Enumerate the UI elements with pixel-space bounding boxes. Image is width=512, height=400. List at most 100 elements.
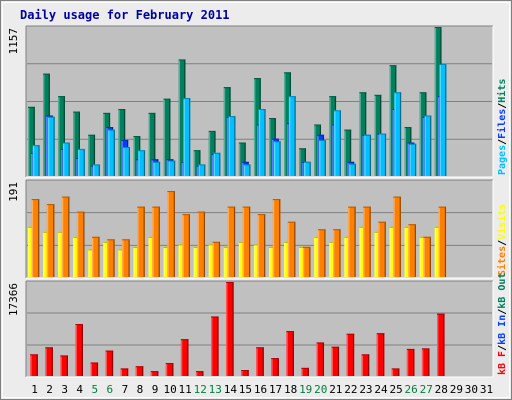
hits-bar-pages-shadow (384, 133, 387, 176)
hits-bar-hits-highlight (223, 87, 226, 176)
kbytes-bar-kb-f-highlight (120, 368, 123, 376)
legend-item-visits: Visits (496, 204, 508, 240)
kbytes-bar-kb-f-highlight (165, 363, 168, 376)
kbytes-bar-kb-f-top-edge (30, 354, 38, 356)
hits-bar-pages-fill (243, 164, 251, 176)
hits-bar-pages-fill (198, 164, 206, 176)
kbytes-bar-kb-f (437, 313, 445, 376)
hits-bar-hits-highlight (419, 92, 422, 176)
visits-bar-sites-fill (46, 204, 55, 277)
hits-bar-pages-highlight (213, 152, 215, 176)
kbytes-bar-kb-f-shadow (172, 363, 174, 376)
kbytes-bar-kb-f-fill (361, 354, 370, 376)
kbytes-bar-kb-f-shadow (157, 371, 159, 376)
hits-bar-pages (273, 141, 281, 176)
hits-bar-pages-shadow (399, 92, 402, 176)
visits-bar-sites-shadow (53, 204, 55, 277)
hits-bar-pages-shadow (264, 109, 266, 176)
visits-bar-sites-top-edge (378, 221, 386, 223)
hits-bar-pages-top-edge (258, 109, 266, 111)
hits-bar-files-highlight (196, 165, 199, 176)
hits-bar-pages-fill (168, 160, 176, 176)
hits-bar-files-top-edge (241, 161, 249, 163)
hits-bar-hits (359, 92, 367, 176)
visits-bar-sites (378, 221, 386, 277)
kbytes-bar-kb-f-fill (241, 370, 249, 376)
kbytes-bar-kb-f (241, 370, 249, 376)
kbytes-bar-kb-f-highlight (391, 368, 394, 376)
kbytes-legend: kB F/kB In/kB Out (497, 273, 508, 375)
visits-bar-sites-highlight (107, 239, 109, 277)
visits-bar-sites-fill (76, 211, 85, 277)
hits-bar-pages-shadow (249, 164, 251, 176)
hits-bar-pages-fill (47, 116, 55, 176)
visits-bar-visits-highlight (344, 236, 346, 277)
visits-bar-sites (408, 224, 416, 277)
hits-bar-hits-highlight (193, 150, 196, 176)
kbytes-bar-kb-f-fill (45, 347, 53, 376)
kbytes-bar-kb-f-shadow (337, 346, 340, 376)
visits-bar-sites-shadow (98, 236, 100, 277)
hits-bar-pages-top-edge (47, 116, 55, 118)
visits-bar-sites-top-edge (137, 206, 145, 208)
kbytes-bar-kb-f-top-edge (331, 346, 340, 348)
visits-bar-visits-highlight (193, 246, 196, 277)
visits-bar-sites-top-edge (348, 206, 356, 208)
hits-bar-hits-fill (178, 59, 186, 176)
day-label: 26 (405, 383, 418, 396)
kbytes-bar-kb-f-top-edge (120, 368, 129, 370)
hits-bar-hits-fill (28, 106, 35, 176)
kbytes-bar-kb-f-top-edge (105, 350, 114, 352)
hits-bar-hits-highlight (238, 142, 241, 176)
day-label: 17 (269, 383, 282, 396)
kbytes-bar-kb-f-fill (135, 366, 144, 376)
hits-bar-pages (379, 133, 387, 176)
visits-bar-sites-shadow (203, 211, 206, 277)
hits-bar-pages-fill (409, 143, 417, 176)
hits-bar-hits-fill (359, 92, 367, 176)
kbytes-bar-kb-f-highlight (437, 313, 439, 376)
visits-bar-visits-highlight (58, 231, 60, 277)
visits-bar-sites (317, 229, 326, 277)
hits-bar-hits-top-edge (178, 59, 186, 61)
kbytes-bar-kb-f-top-edge (75, 324, 83, 326)
hits-bar-hits-top-edge (269, 118, 276, 120)
kbytes-bar-kb-f-highlight (60, 355, 62, 376)
hits-bar-files-highlight (347, 161, 349, 176)
hits-bar-hits-top-edge (314, 124, 322, 126)
visits-bar-sites-shadow (173, 191, 175, 277)
visits-bar-sites-fill (287, 221, 296, 277)
kbytes-bar-kb-f-highlight (105, 350, 107, 376)
kbytes-bar-kb-f-highlight (30, 354, 32, 376)
hits-bar-hits-top-edge (299, 148, 306, 150)
kbytes-bar-kb-f-shadow (352, 333, 355, 376)
hits-bar-pages (303, 161, 311, 176)
visits-bar-sites (76, 211, 85, 277)
visits-bar-visits-highlight (238, 241, 241, 277)
hits-bar-hits-top-edge (404, 127, 412, 129)
kbytes-bar-kb-f-fill (316, 342, 325, 376)
visits-bar-sites-shadow (143, 206, 145, 277)
hits-bar-pages-highlight (123, 147, 125, 176)
hits-bar-files-top-edge (347, 161, 355, 163)
hits-bar-pages-shadow (354, 163, 356, 176)
kbytes-bar-kb-f-shadow (398, 368, 400, 376)
hits-bar-pages (138, 150, 146, 176)
visits-bar-visits-highlight (269, 246, 271, 277)
hits-bar-files-top-edge (151, 159, 159, 161)
hits-bar-hits-top-edge (329, 96, 337, 98)
visits-bar-sites-highlight (348, 206, 350, 277)
kbytes-ymax-label: 17366 (7, 283, 20, 316)
kbytes-bar-kb-f-highlight (90, 362, 92, 376)
legend-item-kb-f: kB F (497, 351, 508, 375)
kbytes-bar-kb-f-fill (437, 313, 445, 376)
visits-bar-sites-shadow (309, 246, 311, 277)
hits-bar-hits-highlight (299, 148, 301, 176)
hits-bar-pages (228, 116, 236, 176)
legend-item-pages: Pages (497, 145, 508, 175)
hits-bar-pages (334, 110, 341, 176)
hits-bar-hits-highlight (374, 94, 376, 176)
kbytes-bar-kb-f (150, 371, 159, 376)
hits-bar-hits-top-edge (88, 134, 96, 136)
